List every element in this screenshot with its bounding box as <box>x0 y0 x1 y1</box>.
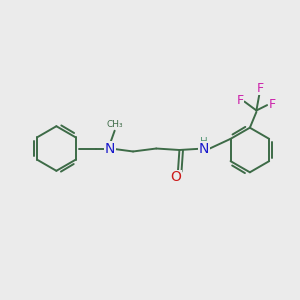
Text: O: O <box>170 170 181 184</box>
Text: N: N <box>105 142 115 155</box>
Text: CH₃: CH₃ <box>106 120 123 129</box>
Text: F: F <box>236 94 244 107</box>
Text: F: F <box>256 82 263 95</box>
Text: H: H <box>200 137 208 147</box>
Text: F: F <box>269 98 276 111</box>
Text: N: N <box>199 142 209 155</box>
